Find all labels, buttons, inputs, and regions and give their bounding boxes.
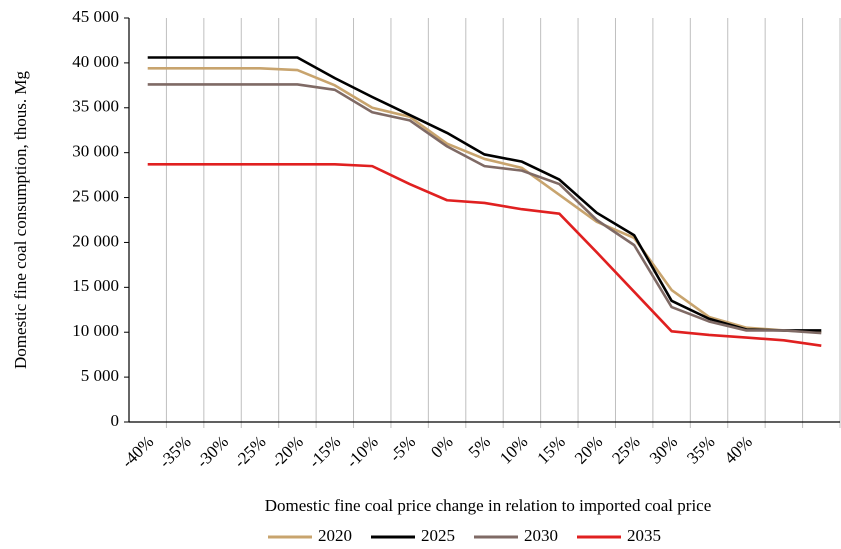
x-tick-label: 35% <box>683 432 718 467</box>
x-tick-label: -30% <box>193 432 232 471</box>
x-tick-label: 0% <box>427 432 456 461</box>
x-tick-label: -35% <box>155 432 194 471</box>
x-tick-label: 10% <box>496 432 531 467</box>
x-tick-label: 20% <box>571 432 606 467</box>
y-tick-label: 20 000 <box>72 231 119 250</box>
x-tick-label: 30% <box>646 432 681 467</box>
x-tick-label: -40% <box>118 432 157 471</box>
x-tick-label: -25% <box>230 432 269 471</box>
y-tick-label: 25 000 <box>72 186 119 205</box>
x-tick-label: 25% <box>608 432 643 467</box>
series-line <box>147 83 822 335</box>
legend-label: 2025 <box>421 526 455 545</box>
y-tick-label: 5 000 <box>81 366 119 385</box>
x-tick-label: -20% <box>268 432 307 471</box>
y-tick-label: 15 000 <box>72 276 119 295</box>
y-tick-label: 0 <box>111 411 120 430</box>
x-tick-label: -10% <box>342 432 381 471</box>
legend-label: 2030 <box>524 526 558 545</box>
x-tick-label: -5% <box>386 432 419 465</box>
y-tick-label: 40 000 <box>72 52 119 71</box>
x-tick-label: 5% <box>465 432 494 461</box>
legend-label: 2035 <box>627 526 661 545</box>
x-tick-label: 15% <box>533 432 568 467</box>
series-line <box>147 66 822 334</box>
y-axis-title: Domestic fine coal consumption, thous. M… <box>11 71 30 369</box>
x-tick-label: 40% <box>721 432 756 467</box>
y-tick-label: 35 000 <box>72 97 119 116</box>
series-line <box>147 163 822 347</box>
y-tick-label: 45 000 <box>72 7 119 26</box>
x-axis-title: Domestic fine coal price change in relat… <box>265 496 712 515</box>
x-tick-label: -15% <box>305 432 344 471</box>
series-line <box>147 56 822 332</box>
y-tick-label: 30 000 <box>72 142 119 161</box>
y-tick-label: 10 000 <box>72 321 119 340</box>
legend-label: 2020 <box>318 526 352 545</box>
